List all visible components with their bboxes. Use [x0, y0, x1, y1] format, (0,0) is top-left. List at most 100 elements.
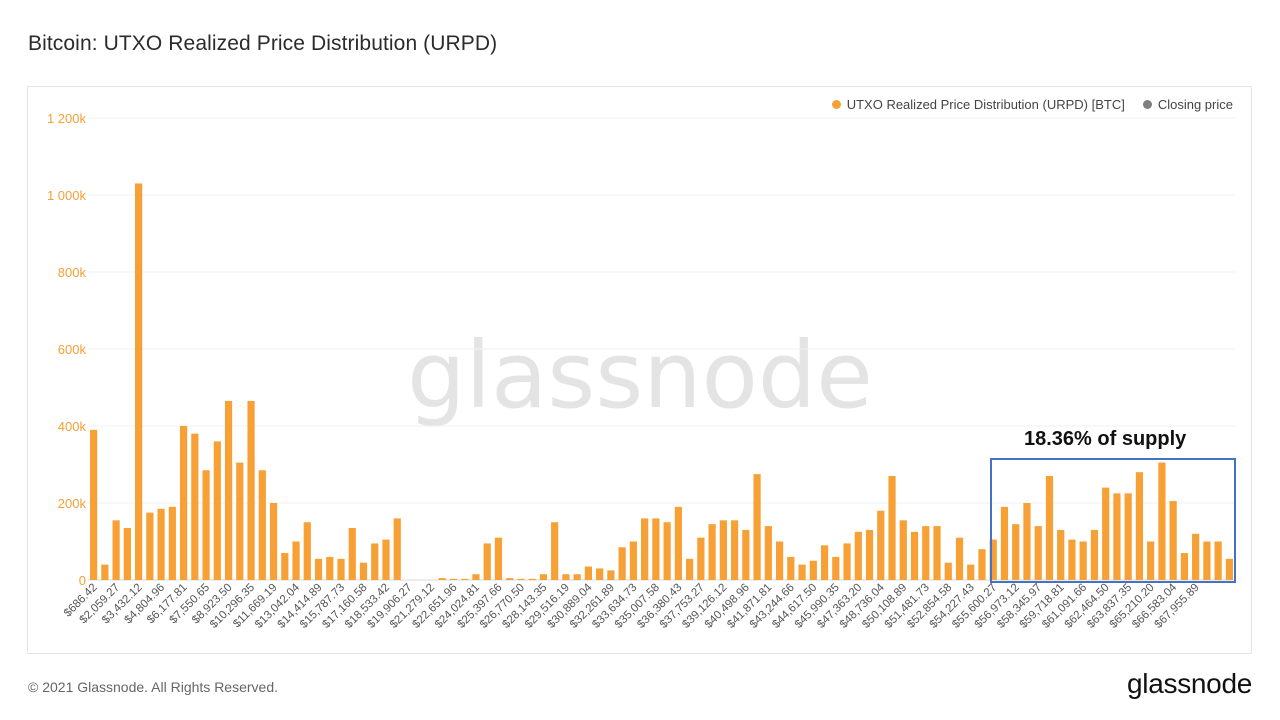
bar[interactable]	[1158, 462, 1166, 580]
bar[interactable]	[382, 539, 390, 580]
bar[interactable]	[1012, 524, 1020, 580]
bar[interactable]	[798, 564, 806, 580]
bar[interactable]	[168, 506, 176, 580]
bar[interactable]	[1203, 541, 1211, 581]
bar[interactable]	[854, 531, 862, 581]
bar[interactable]	[562, 574, 570, 580]
bar[interactable]	[1124, 493, 1132, 581]
bar[interactable]	[1180, 553, 1188, 580]
bar[interactable]	[641, 518, 649, 580]
bar[interactable]	[494, 537, 503, 580]
bar[interactable]	[742, 529, 750, 580]
bar[interactable]	[371, 543, 379, 580]
bar[interactable]	[764, 526, 772, 580]
bar[interactable]	[843, 543, 851, 580]
bar[interactable]	[573, 574, 581, 580]
bar[interactable]	[978, 549, 986, 580]
bar[interactable]	[314, 558, 323, 580]
bar[interactable]	[326, 556, 334, 580]
bar[interactable]	[1113, 493, 1121, 581]
bar[interactable]	[933, 526, 941, 580]
bar[interactable]	[910, 531, 919, 581]
glassnode-logo[interactable]: glassnode	[1127, 668, 1252, 699]
bar[interactable]	[1068, 539, 1076, 580]
bar[interactable]	[663, 522, 671, 580]
bar[interactable]	[989, 539, 997, 580]
bar[interactable]	[877, 510, 885, 580]
bar[interactable]	[719, 520, 727, 580]
legend-item-urpd[interactable]: UTXO Realized Price Distribution (URPD) …	[831, 97, 1125, 112]
bar[interactable]	[607, 570, 615, 581]
bar[interactable]	[506, 578, 514, 580]
bar[interactable]	[955, 537, 964, 580]
bar[interactable]	[1135, 472, 1144, 580]
bar[interactable]	[1090, 529, 1099, 580]
bar[interactable]	[438, 578, 446, 580]
bar[interactable]	[1034, 526, 1042, 580]
bar[interactable]	[258, 470, 266, 580]
bar[interactable]	[1192, 533, 1200, 580]
bar[interactable]	[123, 528, 131, 580]
bar[interactable]	[1214, 541, 1222, 581]
bar[interactable]	[775, 541, 784, 581]
bar[interactable]	[865, 529, 874, 580]
bar[interactable]	[1023, 503, 1031, 580]
bar[interactable]	[483, 543, 491, 580]
bar[interactable]	[652, 518, 660, 580]
bar[interactable]	[899, 520, 907, 580]
bar[interactable]	[213, 441, 221, 580]
bar[interactable]	[1079, 541, 1087, 581]
bar[interactable]	[135, 183, 143, 580]
bar[interactable]	[202, 470, 210, 580]
bar[interactable]	[820, 545, 829, 580]
bar[interactable]	[303, 522, 311, 580]
bar[interactable]	[236, 462, 244, 580]
bar[interactable]	[449, 578, 458, 580]
bar[interactable]	[90, 429, 98, 580]
bar[interactable]	[629, 541, 637, 581]
bar[interactable]	[551, 522, 559, 580]
bar[interactable]	[348, 528, 356, 580]
bar[interactable]	[101, 564, 109, 580]
bar[interactable]	[888, 476, 896, 580]
bar[interactable]	[922, 526, 930, 580]
bar[interactable]	[539, 574, 548, 580]
bar[interactable]	[753, 474, 761, 581]
bar[interactable]	[1057, 529, 1065, 580]
bar[interactable]	[528, 578, 536, 580]
bar[interactable]	[1225, 558, 1233, 580]
bar[interactable]	[292, 541, 300, 581]
bar[interactable]	[281, 553, 289, 580]
bar[interactable]	[787, 556, 795, 580]
bar[interactable]	[584, 566, 593, 580]
bar[interactable]	[944, 562, 952, 580]
bar[interactable]	[809, 560, 817, 580]
bar[interactable]	[359, 562, 368, 580]
bar[interactable]	[247, 400, 255, 580]
bar[interactable]	[697, 537, 705, 580]
bar[interactable]	[337, 558, 345, 580]
bar[interactable]	[224, 400, 233, 580]
bar[interactable]	[191, 433, 199, 580]
bar[interactable]	[112, 520, 120, 580]
bar[interactable]	[269, 503, 278, 580]
bar[interactable]	[393, 518, 401, 580]
bar[interactable]	[832, 556, 840, 580]
bar[interactable]	[674, 506, 682, 580]
bar[interactable]	[730, 520, 739, 580]
bar[interactable]	[1169, 501, 1177, 580]
bar[interactable]	[517, 578, 525, 580]
bar[interactable]	[596, 568, 604, 580]
bar[interactable]	[157, 508, 165, 580]
bar[interactable]	[967, 564, 975, 580]
bar[interactable]	[1147, 541, 1155, 581]
bar[interactable]	[686, 558, 694, 580]
bar[interactable]	[146, 512, 154, 581]
bar[interactable]	[1045, 476, 1054, 580]
bar[interactable]	[1000, 506, 1009, 580]
bar[interactable]	[179, 426, 188, 580]
bar[interactable]	[461, 578, 469, 580]
bar[interactable]	[472, 574, 480, 580]
legend-item-closing-price[interactable]: Closing price	[1142, 97, 1233, 112]
bar[interactable]	[1102, 487, 1110, 580]
